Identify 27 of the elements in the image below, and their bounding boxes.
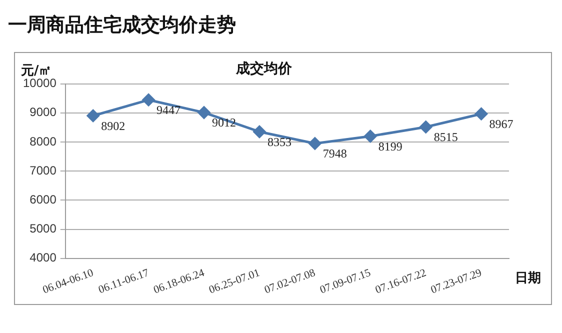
data-label: 9012 <box>212 116 236 130</box>
chart-title: 一周商品住宅成交均价走势 <box>8 13 236 38</box>
y-axis-title: 元/㎡ <box>20 63 52 78</box>
y-tick-label: 10000 <box>22 76 57 90</box>
data-label: 8967 <box>489 117 514 132</box>
data-label: 8902 <box>101 118 126 133</box>
data-label: 8515 <box>434 130 458 144</box>
data-label: 8199 <box>378 139 402 154</box>
point <box>198 106 210 119</box>
point <box>142 94 155 106</box>
y-tick-label: 5000 <box>30 222 57 236</box>
point <box>86 110 100 122</box>
point <box>253 125 266 138</box>
y-tick-label: 8000 <box>30 134 57 148</box>
point <box>475 108 488 120</box>
x-axis-title: 日期 <box>515 270 541 286</box>
y-tick-label: 4000 <box>30 250 57 265</box>
y-tick-label: 7000 <box>30 163 57 178</box>
point <box>308 137 322 150</box>
y-tick-label: 9000 <box>30 105 57 120</box>
chart-subtitle: 成交均价 <box>235 60 293 78</box>
y-tick-label: 6000 <box>30 192 57 207</box>
point <box>420 120 432 134</box>
point <box>364 130 377 142</box>
data-label: 7948 <box>322 146 347 161</box>
data-label: 8353 <box>267 134 292 149</box>
data-label: 9447 <box>156 103 181 118</box>
